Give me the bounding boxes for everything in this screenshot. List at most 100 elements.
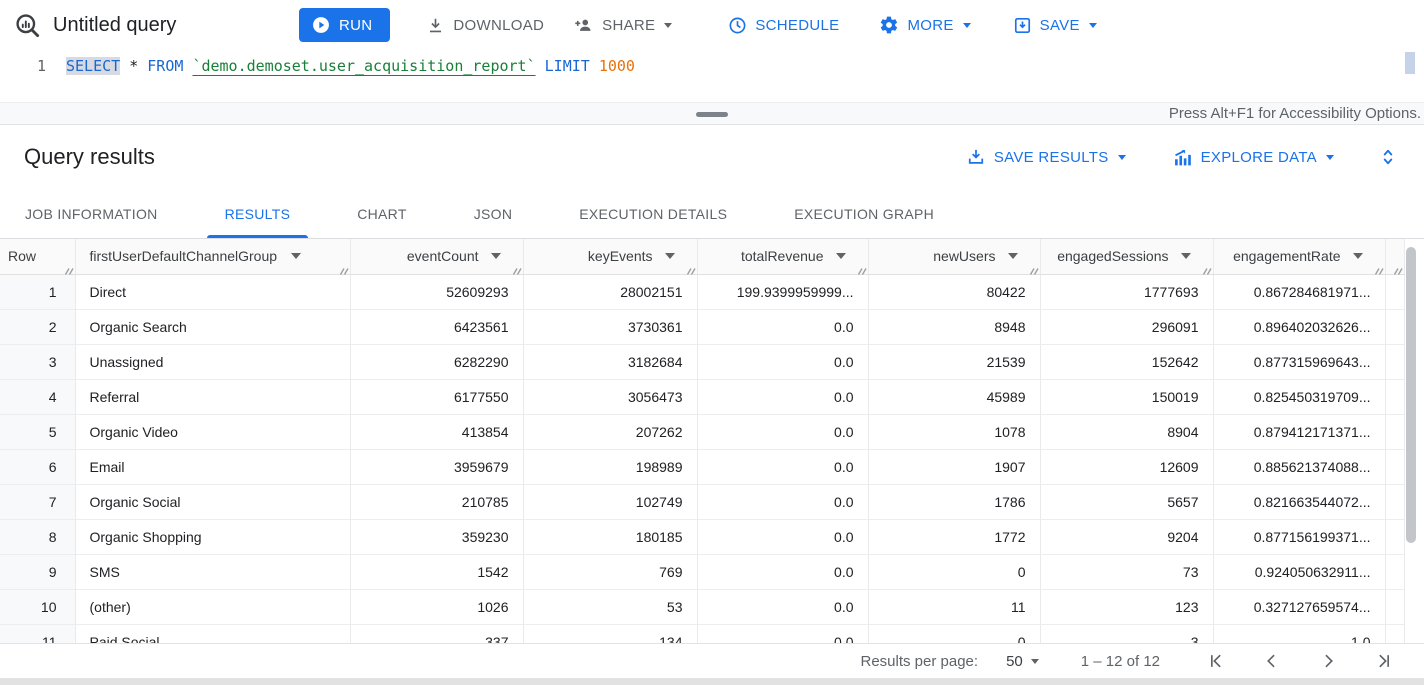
table-header-row: Row firstUserDefaultChannelGroup eventCoun…	[0, 239, 1405, 275]
save-results-button[interactable]: SAVE RESULTS	[966, 147, 1126, 167]
table-row: 4 Referral 6177550 3056473 0.0 45989 150019 0.8…	[0, 379, 1405, 415]
query-results-header: Query results SAVE RESULTS EXPLORE DATA	[0, 125, 1424, 189]
splitter-drag-handle[interactable]	[696, 112, 728, 117]
cell-keyEvents: 769	[523, 554, 698, 590]
column-menu-icon[interactable]	[835, 253, 846, 260]
tab-execution-details[interactable]: EXECUTION DETAILS	[579, 205, 728, 222]
column-menu-icon[interactable]	[1007, 253, 1018, 260]
cell-engagedSessions: 73	[1040, 554, 1214, 590]
cell-engagementRate: 0.327127659574...	[1213, 589, 1386, 625]
column-header-totalRevenue[interactable]: totalRevenue	[697, 239, 869, 275]
horizontal-scrollbar-track[interactable]	[0, 678, 1424, 685]
more-button[interactable]: MORE	[879, 15, 971, 35]
sql-editor[interactable]: 1 SELECT * FROM `demo.demoset.user_acqui…	[0, 50, 1424, 114]
cell-keyEvents: 180185	[523, 519, 698, 555]
column-resize-handle[interactable]	[1374, 262, 1384, 275]
sql-table-reference-link[interactable]: `demo.demoset.user_acquisition_report`	[192, 57, 536, 75]
row-number-cell: 5	[0, 414, 76, 450]
cell-totalRevenue: 0.0	[697, 379, 869, 415]
cell-keyEvents: 3730361	[523, 309, 698, 345]
last-page-button[interactable]	[1372, 649, 1396, 673]
schedule-button[interactable]: SCHEDULE	[728, 16, 839, 35]
query-toolbar: Untitled query RUN DOWNLOAD SHARE	[0, 0, 1424, 50]
sql-from-keyword: FROM	[147, 57, 193, 75]
tab-chart[interactable]: CHART	[357, 205, 407, 222]
cell-firstUserDefaultChannelGroup: Organic Social	[75, 484, 351, 520]
sql-select-keyword: SELECT	[66, 57, 121, 75]
tab-json[interactable]: JSON	[473, 205, 513, 222]
column-menu-icon[interactable]	[1180, 253, 1191, 260]
tab-execution-graph[interactable]: EXECUTION GRAPH	[794, 205, 935, 222]
save-icon	[1014, 17, 1030, 33]
spacer-cell	[1385, 379, 1405, 415]
column-header-newUsers[interactable]: newUsers	[868, 239, 1041, 275]
column-header-engagementRate[interactable]: engagementRate	[1213, 239, 1386, 275]
share-button[interactable]: SHARE	[574, 15, 673, 35]
column-resize-handle[interactable]	[339, 262, 349, 275]
sql-code-line[interactable]: SELECT * FROM `demo.demoset.user_acquisi…	[66, 57, 635, 75]
cell-engagementRate: 0.879412171371...	[1213, 414, 1386, 450]
column-header-firstUserDefaultChannelGroup[interactable]: firstUserDefaultChannelGroup	[75, 239, 351, 275]
cell-newUsers: 0	[868, 554, 1041, 590]
column-resize-handle[interactable]	[64, 262, 74, 275]
page-size-select[interactable]: 50	[1006, 653, 1039, 670]
row-number-cell: 11	[0, 624, 76, 643]
column-menu-icon[interactable]	[664, 253, 675, 260]
spacer-cell	[1385, 449, 1405, 485]
cell-eventCount: 6177550	[350, 379, 524, 415]
cell-firstUserDefaultChannelGroup: Email	[75, 449, 351, 485]
explore-data-button[interactable]: EXPLORE DATA	[1172, 147, 1334, 168]
cell-engagedSessions: 12609	[1040, 449, 1214, 485]
column-resize-handle[interactable]	[1393, 262, 1403, 275]
table-scrollbar-thumb[interactable]	[1406, 247, 1416, 543]
spacer-cell	[1385, 624, 1405, 643]
column-header-keyEvents[interactable]: keyEvents	[523, 239, 698, 275]
cell-keyEvents: 28002151	[523, 274, 698, 310]
column-resize-handle[interactable]	[1029, 262, 1039, 275]
row-number-cell: 4	[0, 379, 76, 415]
more-label: MORE	[907, 16, 954, 34]
download-button[interactable]: DOWNLOAD	[426, 16, 544, 35]
column-menu-icon[interactable]	[1352, 253, 1363, 260]
column-header-eventCount[interactable]: eventCount	[350, 239, 524, 275]
expand-panel-icon[interactable]	[1378, 146, 1398, 168]
sql-star: *	[120, 57, 148, 75]
first-page-button[interactable]	[1204, 649, 1228, 673]
column-label: eventCount	[406, 248, 479, 265]
spacer-cell	[1385, 309, 1405, 345]
previous-page-button[interactable]	[1260, 649, 1284, 673]
column-header-Row: Row	[0, 239, 76, 275]
column-menu-icon[interactable]	[291, 253, 302, 260]
cell-firstUserDefaultChannelGroup: Organic Video	[75, 414, 351, 450]
run-button[interactable]: RUN	[299, 8, 391, 42]
cell-totalRevenue: 0.0	[697, 449, 869, 485]
column-resize-handle[interactable]	[512, 262, 522, 275]
table-vertical-scrollbar[interactable]	[1404, 239, 1418, 643]
column-resize-handle[interactable]	[857, 262, 867, 275]
column-resize-handle[interactable]	[686, 262, 696, 275]
cell-newUsers: 45989	[868, 379, 1041, 415]
cell-newUsers: 0	[868, 624, 1041, 643]
save-button[interactable]: SAVE	[1013, 16, 1097, 35]
line-number: 1	[36, 57, 46, 75]
row-number-cell: 1	[0, 274, 76, 310]
cell-totalRevenue: 0.0	[697, 624, 869, 643]
next-page-button[interactable]	[1316, 649, 1340, 673]
cell-newUsers: 21539	[868, 344, 1041, 380]
tab-results[interactable]: RESULTS	[206, 189, 309, 238]
column-resize-handle[interactable]	[1202, 262, 1212, 275]
page-size-value: 50	[1006, 652, 1023, 670]
query-results-title: Query results	[24, 144, 155, 169]
column-menu-icon[interactable]	[490, 253, 501, 260]
cell-newUsers: 1786	[868, 484, 1041, 520]
cell-eventCount: 3959679	[350, 449, 524, 485]
cell-newUsers: 80422	[868, 274, 1041, 310]
editor-scrollbar-thumb[interactable]	[1405, 52, 1415, 74]
last-page-icon	[1379, 654, 1389, 668]
panel-splitter: Press Alt+F1 for Accessibility Options.	[0, 102, 1424, 125]
column-header-engagedSessions[interactable]: engagedSessions	[1040, 239, 1214, 275]
cell-engagementRate: 0.821663544072...	[1213, 484, 1386, 520]
tab-job-information[interactable]: JOB INFORMATION	[25, 205, 158, 222]
cell-keyEvents: 102749	[523, 484, 698, 520]
